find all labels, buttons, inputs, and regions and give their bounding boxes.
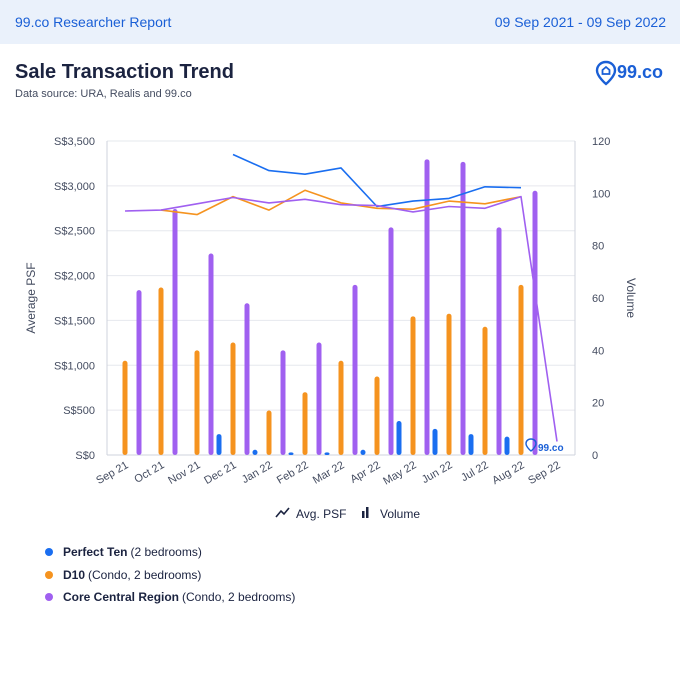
y-right-tick-label: 120 bbox=[592, 136, 610, 148]
data-source-subtitle: Data source: URA, Realis and 99.co bbox=[15, 88, 192, 100]
brand-logo-text: 99.co bbox=[617, 62, 664, 82]
psf-line-perfect-ten[interactable] bbox=[232, 153, 522, 208]
sale-transaction-chart: S$0 S$500 S$1,000 S$1,500 S$2,000 S$2,500 S$3,… bbox=[24, 136, 638, 521]
bar-perfect-ten[interactable] bbox=[324, 452, 330, 455]
legend-detail: (Condo, 2 bedrooms) bbox=[88, 567, 202, 582]
x-tick-label: Feb 22 bbox=[275, 459, 311, 487]
legend-detail: (2 bedrooms) bbox=[130, 545, 202, 560]
x-tick-label: Jan 22 bbox=[240, 459, 275, 486]
y-left-tick-label: S$2,500 bbox=[54, 226, 95, 238]
bar-core-central-region[interactable] bbox=[388, 227, 394, 455]
bar-d10[interactable] bbox=[518, 284, 524, 455]
bar-core-central-region[interactable] bbox=[244, 303, 250, 455]
bar-d10[interactable] bbox=[338, 360, 344, 455]
bar-core-central-region[interactable] bbox=[172, 209, 178, 455]
legend-avg-psf-label: Avg. PSF bbox=[296, 507, 346, 521]
bar-d10[interactable] bbox=[302, 392, 308, 455]
bar-d10[interactable] bbox=[230, 342, 236, 455]
x-tick-label: Mar 22 bbox=[311, 459, 347, 487]
bar-chart-icon bbox=[366, 507, 369, 518]
bar-d10[interactable] bbox=[374, 376, 380, 456]
page-title: Sale Transaction Trend bbox=[15, 61, 234, 83]
y-left-tick-label: S$1,500 bbox=[54, 315, 95, 327]
y-right-tick-label: 60 bbox=[592, 293, 604, 305]
x-tick-label: Sep 21 bbox=[94, 459, 130, 487]
legend-volume[interactable]: Volume bbox=[362, 507, 420, 521]
bar-perfect-ten[interactable] bbox=[396, 420, 402, 455]
bar-core-central-region[interactable] bbox=[496, 227, 502, 455]
bar-d10[interactable] bbox=[122, 360, 128, 455]
report-brand: 99.co Researcher Report bbox=[15, 14, 172, 30]
y-left-tick-label: S$1,000 bbox=[54, 360, 95, 372]
bar-perfect-ten[interactable] bbox=[504, 436, 510, 455]
legend-item-perfect-ten[interactable]: Perfect Ten (2 bedrooms) bbox=[45, 541, 295, 564]
line-chart-icon bbox=[275, 507, 290, 518]
brand-logo: 99.co bbox=[595, 60, 670, 86]
x-tick-label: Aug 22 bbox=[490, 459, 526, 487]
x-tick-label: Sep 22 bbox=[526, 459, 562, 487]
y-right-tick-label: 80 bbox=[592, 241, 604, 253]
legend-item-core-central-region[interactable]: Core Central Region (Condo, 2 bedrooms) bbox=[45, 586, 295, 609]
x-tick-label: May 22 bbox=[381, 459, 418, 487]
legend-dot-d10 bbox=[45, 570, 53, 579]
bar-perfect-ten[interactable] bbox=[288, 452, 294, 455]
bar-chart-icon bbox=[362, 511, 365, 518]
y-right-axis-title: Volume bbox=[624, 278, 638, 318]
legend-label: Core Central Region bbox=[63, 590, 180, 605]
x-tick-label: Jun 22 bbox=[420, 459, 455, 486]
y-left-tick-label: S$3,000 bbox=[54, 181, 95, 193]
y-right-tick-label: 40 bbox=[592, 345, 604, 357]
psf-line-d10[interactable] bbox=[160, 189, 522, 216]
bar-core-central-region[interactable] bbox=[424, 159, 430, 456]
bar-perfect-ten[interactable] bbox=[360, 449, 366, 455]
bar-d10[interactable] bbox=[158, 287, 164, 455]
legend-volume-label: Volume bbox=[380, 507, 420, 521]
x-tick-label: Apr 22 bbox=[348, 459, 382, 486]
x-tick-label: Nov 21 bbox=[166, 459, 202, 487]
bar-d10[interactable] bbox=[410, 316, 416, 455]
bar-d10[interactable] bbox=[446, 313, 452, 455]
report-header-bar: 99.co Researcher Report 09 Sep 2021 - 09… bbox=[0, 0, 680, 44]
bar-d10[interactable] bbox=[194, 350, 200, 455]
legend-label: Perfect Ten bbox=[63, 545, 128, 560]
legend-dot-core-central-region bbox=[45, 593, 53, 602]
bar-core-central-region[interactable] bbox=[532, 190, 538, 455]
series-legend: Perfect Ten (2 bedrooms) D10 (Condo, 2 b… bbox=[45, 541, 295, 609]
bar-perfect-ten[interactable] bbox=[432, 428, 438, 455]
bar-d10[interactable] bbox=[266, 410, 272, 455]
y-left-tick-label: S$3,500 bbox=[54, 136, 95, 148]
y-left-tick-label: S$0 bbox=[75, 450, 95, 462]
y-right-tick-label: 100 bbox=[592, 188, 610, 200]
bar-core-central-region[interactable] bbox=[460, 161, 466, 455]
bar-perfect-ten[interactable] bbox=[216, 434, 222, 455]
legend-item-d10[interactable]: D10 (Condo, 2 bedrooms) bbox=[45, 564, 295, 587]
y-left-axis-title: Average PSF bbox=[24, 262, 38, 333]
legend-dot-perfect-ten bbox=[45, 548, 53, 557]
x-tick-label: Oct 21 bbox=[132, 459, 166, 486]
location-pin-icon bbox=[595, 60, 617, 86]
bar-core-central-region[interactable] bbox=[280, 350, 286, 455]
legend-avg-psf[interactable]: Avg. PSF bbox=[275, 507, 346, 521]
report-date-range: 09 Sep 2021 - 09 Sep 2022 bbox=[494, 14, 666, 30]
y-left-tick-label: S$500 bbox=[63, 405, 95, 417]
chart-watermark: 99.co bbox=[538, 443, 564, 454]
x-tick-label: Dec 21 bbox=[202, 459, 238, 487]
y-right-tick-label: 20 bbox=[592, 398, 604, 410]
bar-core-central-region[interactable] bbox=[208, 253, 214, 455]
x-tick-label: Jul 22 bbox=[459, 459, 490, 484]
bar-perfect-ten[interactable] bbox=[252, 449, 258, 455]
legend-label: D10 bbox=[63, 567, 86, 582]
bar-core-central-region[interactable] bbox=[352, 284, 358, 455]
legend-detail: (Condo, 2 bedrooms) bbox=[182, 590, 296, 605]
y-right-tick-label: 0 bbox=[592, 450, 598, 462]
bar-core-central-region[interactable] bbox=[136, 290, 142, 455]
psf-line-core-central-region[interactable] bbox=[124, 195, 558, 442]
bar-perfect-ten[interactable] bbox=[468, 434, 474, 455]
y-left-tick-label: S$2,000 bbox=[54, 271, 95, 283]
bar-d10[interactable] bbox=[482, 326, 488, 455]
bar-core-central-region[interactable] bbox=[316, 342, 322, 455]
watermark-pin-icon bbox=[525, 438, 537, 452]
